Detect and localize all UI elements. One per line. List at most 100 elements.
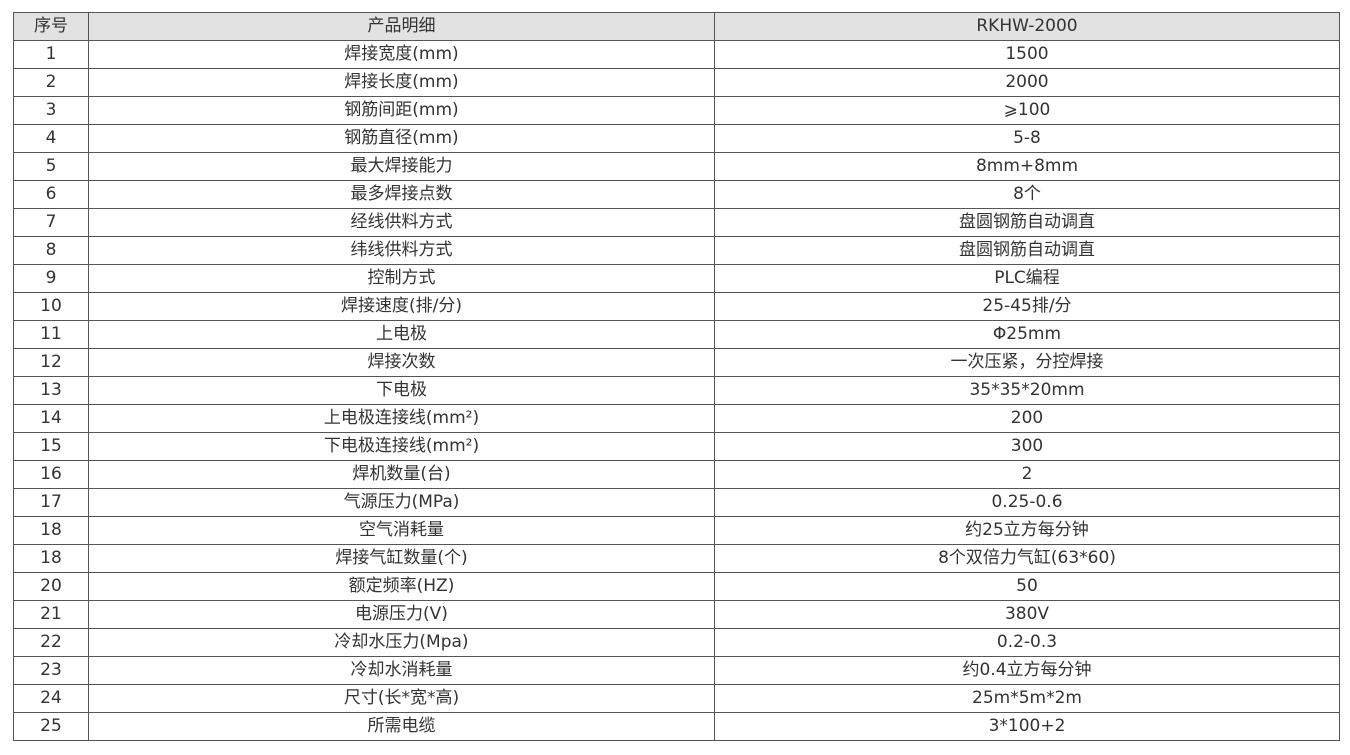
row-item: 最大焊接能力 <box>88 152 715 181</box>
row-value: 盘圆钢筋自动调直 <box>714 208 1340 237</box>
row-index: 15 <box>13 432 89 461</box>
row-item: 焊接次数 <box>88 348 715 377</box>
row-item: 空气消耗量 <box>88 516 715 545</box>
row-item: 焊接气缸数量(个) <box>88 544 715 573</box>
row-item: 冷却水压力(Mpa) <box>88 628 715 657</box>
row-index: 10 <box>13 292 89 321</box>
row-index: 9 <box>13 264 89 293</box>
table-row: 15 下电极连接线(mm²) 300 <box>13 432 1340 461</box>
row-item: 焊接长度(mm) <box>88 68 715 97</box>
table-row: 13 下电极 35*35*20mm <box>13 376 1340 405</box>
table-row: 25 所需电缆 3*100+2 <box>13 712 1340 741</box>
row-value: ⩾100 <box>714 96 1340 125</box>
row-item: 控制方式 <box>88 264 715 293</box>
table-row: 22 冷却水压力(Mpa) 0.2-0.3 <box>13 628 1340 657</box>
row-item: 上电极 <box>88 320 715 349</box>
row-index: 7 <box>13 208 89 237</box>
table-row: 16 焊机数量(台) 2 <box>13 460 1340 489</box>
table-row: 20 额定频率(HZ) 50 <box>13 572 1340 601</box>
row-index: 21 <box>13 600 89 629</box>
row-value: 200 <box>714 404 1340 433</box>
table-row: 18 空气消耗量 约25立方每分钟 <box>13 516 1340 545</box>
row-item: 额定频率(HZ) <box>88 572 715 601</box>
row-item: 下电极 <box>88 376 715 405</box>
table-row: 18 焊接气缸数量(个) 8个双倍力气缸(63*60) <box>13 544 1340 573</box>
table-row: 2 焊接长度(mm) 2000 <box>13 68 1340 97</box>
table-row: 10 焊接速度(排/分) 25-45排/分 <box>13 292 1340 321</box>
row-value: 约0.4立方每分钟 <box>714 656 1340 685</box>
row-item: 尺寸(长*宽*高) <box>88 684 715 713</box>
row-index: 1 <box>13 40 89 69</box>
table-row: 7 经线供料方式 盘圆钢筋自动调直 <box>13 208 1340 237</box>
row-index: 20 <box>13 572 89 601</box>
row-item: 所需电缆 <box>88 712 715 741</box>
row-value: 0.2-0.3 <box>714 628 1340 657</box>
table-row: 24 尺寸(长*宽*高) 25m*5m*2m <box>13 684 1340 713</box>
row-index: 16 <box>13 460 89 489</box>
row-item: 经线供料方式 <box>88 208 715 237</box>
row-value: 300 <box>714 432 1340 461</box>
row-index: 23 <box>13 656 89 685</box>
spec-table: 序号 产品明细 RKHW-2000 1 焊接宽度(mm) 1500 2 焊接长度(mm)… <box>13 12 1340 741</box>
row-value: 8个双倍力气缸(63*60) <box>714 544 1340 573</box>
header-item: 产品明细 <box>88 12 715 41</box>
row-index: 3 <box>13 96 89 125</box>
row-value: 3*100+2 <box>714 712 1340 741</box>
row-value: 25m*5m*2m <box>714 684 1340 713</box>
table-row: 3 钢筋间距(mm) ⩾100 <box>13 96 1340 125</box>
row-item: 下电极连接线(mm²) <box>88 432 715 461</box>
header-index: 序号 <box>13 12 89 41</box>
row-index: 18 <box>13 516 89 545</box>
row-item: 钢筋间距(mm) <box>88 96 715 125</box>
row-index: 18 <box>13 544 89 573</box>
table-row: 21 电源压力(V) 380V <box>13 600 1340 629</box>
row-index: 8 <box>13 236 89 265</box>
row-index: 14 <box>13 404 89 433</box>
row-item: 纬线供料方式 <box>88 236 715 265</box>
row-value: 0.25-0.6 <box>714 488 1340 517</box>
row-value: 380V <box>714 600 1340 629</box>
table-row: 8 纬线供料方式 盘圆钢筋自动调直 <box>13 236 1340 265</box>
row-index: 4 <box>13 124 89 153</box>
row-value: 一次压紧，分控焊接 <box>714 348 1340 377</box>
row-value: PLC编程 <box>714 264 1340 293</box>
table-row: 1 焊接宽度(mm) 1500 <box>13 40 1340 69</box>
row-value: 约25立方每分钟 <box>714 516 1340 545</box>
row-item: 焊接宽度(mm) <box>88 40 715 69</box>
table-row: 6 最多焊接点数 8个 <box>13 180 1340 209</box>
row-value: 1500 <box>714 40 1340 69</box>
table-row: 12 焊接次数 一次压紧，分控焊接 <box>13 348 1340 377</box>
row-index: 12 <box>13 348 89 377</box>
row-index: 11 <box>13 320 89 349</box>
row-value: 50 <box>714 572 1340 601</box>
row-value: 35*35*20mm <box>714 376 1340 405</box>
row-index: 6 <box>13 180 89 209</box>
row-value: Φ25mm <box>714 320 1340 349</box>
table-row: 9 控制方式 PLC编程 <box>13 264 1340 293</box>
row-index: 13 <box>13 376 89 405</box>
row-item: 气源压力(MPa) <box>88 488 715 517</box>
row-item: 钢筋直径(mm) <box>88 124 715 153</box>
table-row: 5 最大焊接能力 8mm+8mm <box>13 152 1340 181</box>
row-value: 8个 <box>714 180 1340 209</box>
row-item: 焊机数量(台) <box>88 460 715 489</box>
header-model: RKHW-2000 <box>714 12 1340 41</box>
row-index: 5 <box>13 152 89 181</box>
row-value: 盘圆钢筋自动调直 <box>714 236 1340 265</box>
row-index: 2 <box>13 68 89 97</box>
table-row: 11 上电极 Φ25mm <box>13 320 1340 349</box>
row-item: 冷却水消耗量 <box>88 656 715 685</box>
row-index: 22 <box>13 628 89 657</box>
row-value: 25-45排/分 <box>714 292 1340 321</box>
row-item: 焊接速度(排/分) <box>88 292 715 321</box>
table-row: 14 上电极连接线(mm²) 200 <box>13 404 1340 433</box>
table-row: 23 冷却水消耗量 约0.4立方每分钟 <box>13 656 1340 685</box>
table-row: 4 钢筋直径(mm) 5-8 <box>13 124 1340 153</box>
row-item: 电源压力(V) <box>88 600 715 629</box>
header-row: 序号 产品明细 RKHW-2000 <box>13 12 1340 41</box>
row-item: 最多焊接点数 <box>88 180 715 209</box>
row-index: 25 <box>13 712 89 741</box>
row-value: 2 <box>714 460 1340 489</box>
row-index: 17 <box>13 488 89 517</box>
row-value: 8mm+8mm <box>714 152 1340 181</box>
